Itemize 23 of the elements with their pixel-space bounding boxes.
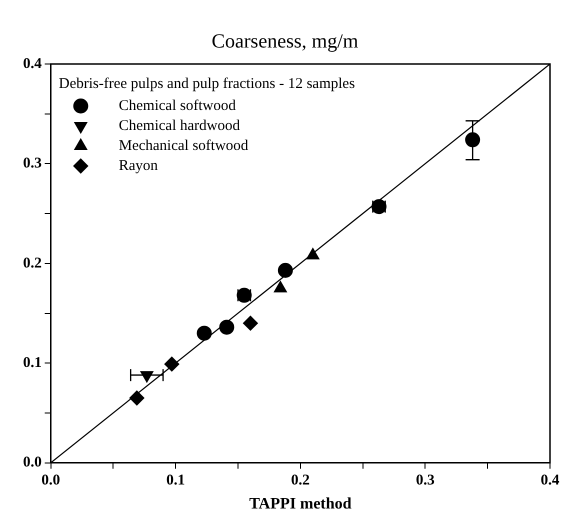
point — [278, 262, 293, 278]
legend-label: Chemical hardwood — [118, 118, 240, 134]
y-tick-label: 0.3 — [23, 156, 42, 172]
legend-label: Chemical softwood — [118, 98, 236, 114]
legend-title: Debris-free pulps and pulp fractions - 12 samples — [58, 76, 356, 92]
point — [219, 320, 234, 335]
y-tick-label: 0.2 — [23, 255, 42, 272]
legend-label: Mechanical softwood — [118, 138, 249, 154]
point — [164, 356, 180, 372]
y-tick-label: 0.1 — [23, 354, 42, 371]
x-tick-label: 0.3 — [416, 472, 435, 489]
x-tick-label: 0.1 — [166, 472, 185, 489]
legend-label: Rayon — [118, 158, 158, 174]
x-tick-label: 0.2 — [291, 472, 310, 489]
chart-title: Coarseness, mg/m — [212, 30, 359, 52]
x-axis-title: TAPPI method — [249, 496, 352, 513]
y-tick-label: 0.0 — [23, 454, 42, 471]
x-tick-label: 0.4 — [540, 472, 560, 489]
point — [242, 316, 258, 331]
point — [129, 390, 144, 406]
y-tick-label: 0.4 — [23, 56, 42, 72]
point — [196, 326, 212, 341]
x-tick-label: 0.0 — [41, 472, 60, 489]
